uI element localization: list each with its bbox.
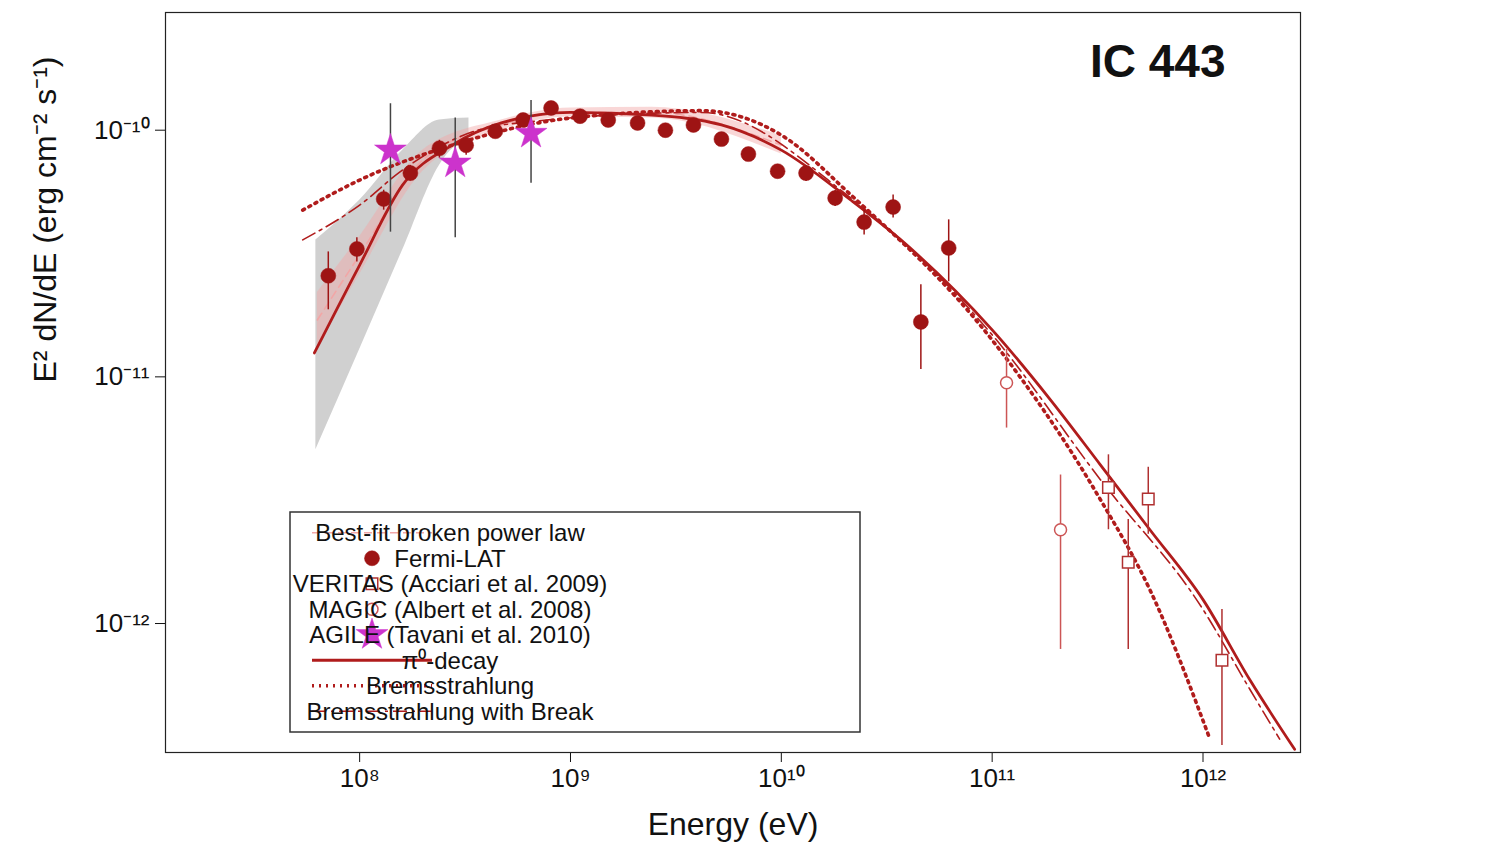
svg-text:10⁸: 10⁸ (340, 763, 380, 793)
svg-text:VERITAS (Acciari et al. 2009): VERITAS (Acciari et al. 2009) (293, 570, 607, 597)
svg-text:MAGIC (Albert et al. 2008): MAGIC (Albert et al. 2008) (309, 596, 592, 623)
svg-text:10⁻¹²: 10⁻¹² (94, 608, 150, 638)
svg-text:10⁹: 10⁹ (550, 763, 590, 793)
svg-text:IC 443: IC 443 (1090, 35, 1226, 87)
svg-text:π⁰-decay: π⁰-decay (402, 647, 499, 674)
svg-text:10¹⁰: 10¹⁰ (758, 763, 805, 793)
svg-text:Bremsstrahlung with Break: Bremsstrahlung with Break (307, 698, 595, 725)
svg-text:Fermi-LAT: Fermi-LAT (394, 545, 506, 572)
svg-text:E² dN/dE (erg cm⁻² s⁻¹): E² dN/dE (erg cm⁻² s⁻¹) (27, 56, 63, 382)
svg-text:Bremsstrahlung: Bremsstrahlung (366, 672, 534, 699)
svg-text:10⁻¹⁰: 10⁻¹⁰ (94, 115, 150, 145)
svg-text:10¹¹: 10¹¹ (969, 763, 1016, 793)
svg-text:10⁻¹¹: 10⁻¹¹ (94, 361, 150, 391)
svg-text:Energy (eV): Energy (eV) (648, 806, 819, 842)
svg-text:AGILE (Tavani et al. 2010): AGILE (Tavani et al. 2010) (309, 621, 590, 648)
svg-text:10¹²: 10¹² (1180, 763, 1227, 793)
svg-text:Best-fit broken power law: Best-fit broken power law (315, 519, 585, 546)
